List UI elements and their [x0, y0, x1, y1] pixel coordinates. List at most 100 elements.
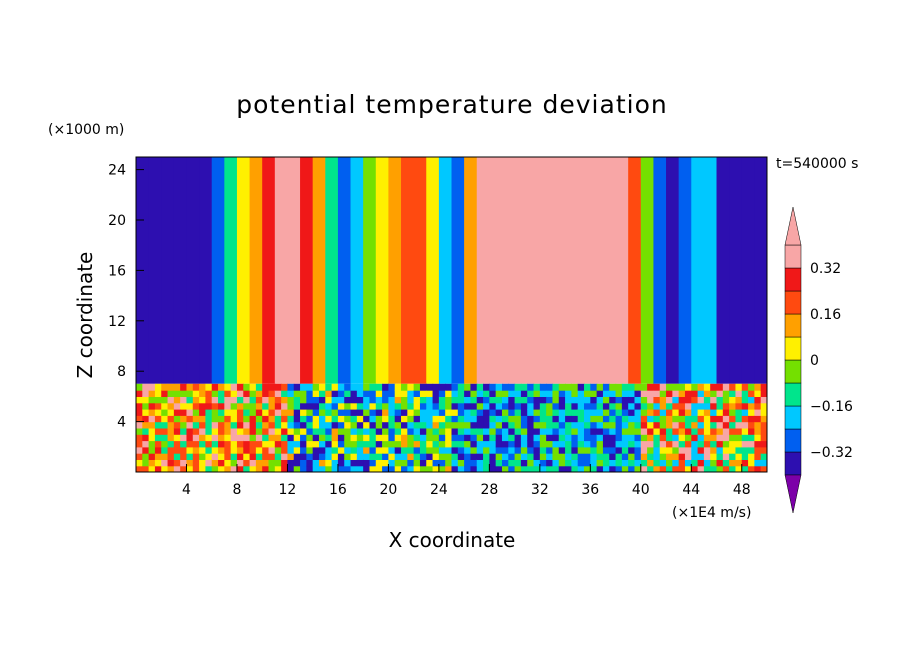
- lower-layer-cell: [577, 459, 585, 467]
- lower-layer-cell: [729, 446, 737, 454]
- lower-layer-cell: [710, 446, 718, 454]
- lower-layer-cell: [483, 383, 490, 391]
- lower-layer-cell: [571, 383, 579, 391]
- lower-layer-cell: [268, 440, 276, 448]
- lower-layer-cell: [508, 453, 516, 460]
- lower-layer-cell: [199, 434, 207, 442]
- lower-layer-cell: [634, 383, 642, 391]
- lower-layer-cell: [337, 390, 345, 397]
- lower-layer-cell: [741, 453, 749, 460]
- lower-layer-cell: [300, 402, 307, 410]
- lower-layer-cell: [350, 409, 358, 416]
- lower-layer-cell: [262, 453, 270, 460]
- lower-layer-cell: [445, 396, 453, 404]
- lower-layer-cell: [432, 459, 440, 467]
- lower-layer-cell: [161, 415, 169, 423]
- lower-layer-cell: [369, 453, 377, 460]
- lower-layer-cell: [647, 446, 655, 454]
- lower-layer-cell: [527, 440, 535, 448]
- lower-layer-cell: [205, 453, 213, 460]
- lower-layer-cell: [255, 440, 263, 448]
- lower-layer-cell: [293, 465, 301, 472]
- lower-layer-cell: [218, 390, 225, 397]
- lower-layer-cell: [173, 396, 181, 404]
- lower-layer-cell: [300, 409, 307, 416]
- lower-layer-cell: [457, 434, 465, 442]
- upper-layer-cell: [426, 157, 440, 384]
- lower-layer-cell: [419, 440, 427, 448]
- colorbar-label: −0.32: [810, 445, 853, 461]
- lower-layer-cell: [748, 434, 755, 442]
- lower-layer-cell: [363, 409, 371, 416]
- lower-layer-cell: [337, 453, 345, 460]
- lower-layer-cell: [546, 415, 554, 423]
- lower-layer-cell: [161, 440, 169, 448]
- lower-layer-cell: [722, 427, 730, 435]
- lower-layer-cell: [344, 453, 352, 460]
- lower-layer-cell: [666, 434, 673, 442]
- lower-layer-cell: [363, 383, 371, 391]
- lower-layer-cell: [533, 440, 541, 448]
- lower-layer-cell: [413, 434, 421, 442]
- lower-layer-cell: [457, 390, 465, 397]
- lower-layer-cell: [741, 434, 749, 442]
- lower-layer-cell: [388, 446, 396, 454]
- lower-layer-cell: [363, 459, 371, 467]
- lower-layer-cell: [748, 465, 755, 472]
- lower-layer-cell: [413, 427, 421, 435]
- lower-layer-cell: [533, 390, 541, 397]
- lower-layer-cell: [205, 440, 213, 448]
- lower-layer-cell: [697, 402, 705, 410]
- lower-layer-cell: [615, 453, 623, 460]
- lower-layer-cell: [281, 415, 289, 423]
- lower-layer-cell: [394, 421, 402, 429]
- lower-layer-cell: [615, 421, 623, 429]
- lower-layer-cell: [653, 421, 661, 429]
- lower-layer-cell: [438, 421, 446, 429]
- lower-layer-cell: [262, 440, 270, 448]
- upper-layer-cell: [514, 157, 528, 384]
- upper-layer-cell: [464, 157, 478, 384]
- lower-layer-cell: [760, 383, 767, 391]
- lower-layer-cell: [735, 383, 743, 391]
- lower-layer-cell: [514, 465, 522, 472]
- lower-layer-cell: [268, 402, 276, 410]
- lower-layer-cell: [236, 409, 244, 416]
- plot-area: [136, 157, 767, 472]
- lower-layer-cell: [224, 427, 232, 435]
- lower-layer-cell: [438, 453, 446, 460]
- lower-layer-cell: [356, 390, 364, 397]
- lower-layer-cell: [640, 446, 648, 454]
- lower-layer-cell: [546, 383, 554, 391]
- lower-layer-cell: [249, 446, 257, 454]
- lower-layer-cell: [716, 409, 724, 416]
- lower-layer-cell: [495, 459, 503, 467]
- lower-layer-cell: [495, 427, 503, 435]
- lower-layer-cell: [350, 415, 358, 423]
- lower-layer-cell: [729, 421, 737, 429]
- lower-layer-cell: [464, 459, 472, 467]
- lower-layer-cell: [306, 446, 314, 454]
- lower-layer-cell: [666, 440, 673, 448]
- colorbar-label: −0.16: [810, 399, 853, 415]
- lower-layer-cell: [255, 409, 263, 416]
- upper-layer-cell: [337, 157, 352, 384]
- lower-layer-cell: [350, 459, 358, 467]
- lower-layer-cell: [192, 415, 200, 423]
- lower-layer-cell: [407, 440, 415, 448]
- lower-layer-cell: [546, 396, 554, 404]
- lower-layer-cell: [154, 390, 162, 397]
- lower-layer-cell: [691, 434, 699, 442]
- lower-layer-cell: [602, 390, 610, 397]
- lower-layer-cell: [249, 465, 257, 472]
- lower-layer-cell: [306, 409, 314, 416]
- lower-layer-cell: [293, 409, 301, 416]
- lower-layer-cell: [483, 415, 490, 423]
- lower-layer-cell: [136, 396, 143, 404]
- lower-layer-cell: [325, 459, 333, 467]
- lower-layer-cell: [716, 446, 724, 454]
- lower-layer-cell: [293, 427, 301, 435]
- lower-layer-cell: [218, 383, 225, 391]
- lower-layer-cell: [520, 396, 528, 404]
- colorbar-extend-min: [784, 474, 802, 514]
